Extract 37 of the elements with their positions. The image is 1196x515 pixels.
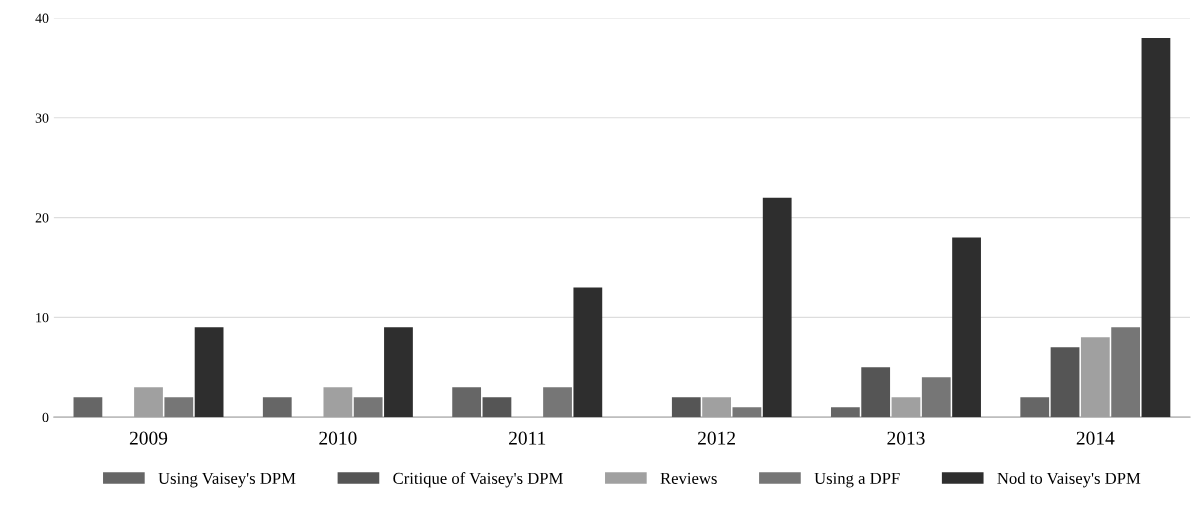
bar: [952, 237, 981, 418]
bar: [1141, 37, 1171, 418]
legend-label: Nod to Vaisey's DPM: [997, 472, 1141, 488]
bar: [861, 367, 891, 418]
bar: [671, 397, 701, 418]
x-tick-label: 2010: [319, 431, 357, 445]
y-tick-label: 0: [42, 412, 49, 423]
bar: [762, 197, 792, 418]
y-tick-label: 10: [36, 312, 49, 323]
bar: [164, 397, 194, 418]
bar: [732, 407, 762, 418]
bar: [384, 327, 413, 418]
bar: [1020, 397, 1050, 418]
bar: [1050, 347, 1080, 418]
y-tick-label: 20: [35, 213, 49, 223]
bar: [830, 407, 860, 418]
bar: [353, 397, 383, 418]
bar: [1111, 327, 1141, 418]
y-tick-label: 30: [35, 113, 49, 123]
x-tick-label: 2014: [1076, 431, 1115, 445]
x-tick-label: 2011: [509, 431, 546, 445]
legend-label: Critique of Vaisey's DPM: [393, 472, 563, 488]
bar: [73, 397, 103, 418]
legend-label: Using Vaisey's DPM: [158, 472, 296, 488]
legend-label: Using a DPF: [814, 472, 900, 488]
x-tick-label: 2012: [698, 431, 735, 445]
bar: [482, 397, 512, 418]
bar: [573, 287, 603, 418]
x-tick-label: 2013: [887, 431, 925, 445]
y-tick-label: 40: [35, 13, 49, 23]
bar: [452, 387, 482, 418]
bar: [262, 397, 292, 418]
bar: [921, 377, 951, 418]
legend-label: Reviews: [660, 472, 717, 484]
bar: [194, 327, 224, 418]
bar: [543, 387, 572, 418]
x-tick-label: 2009: [129, 431, 168, 445]
